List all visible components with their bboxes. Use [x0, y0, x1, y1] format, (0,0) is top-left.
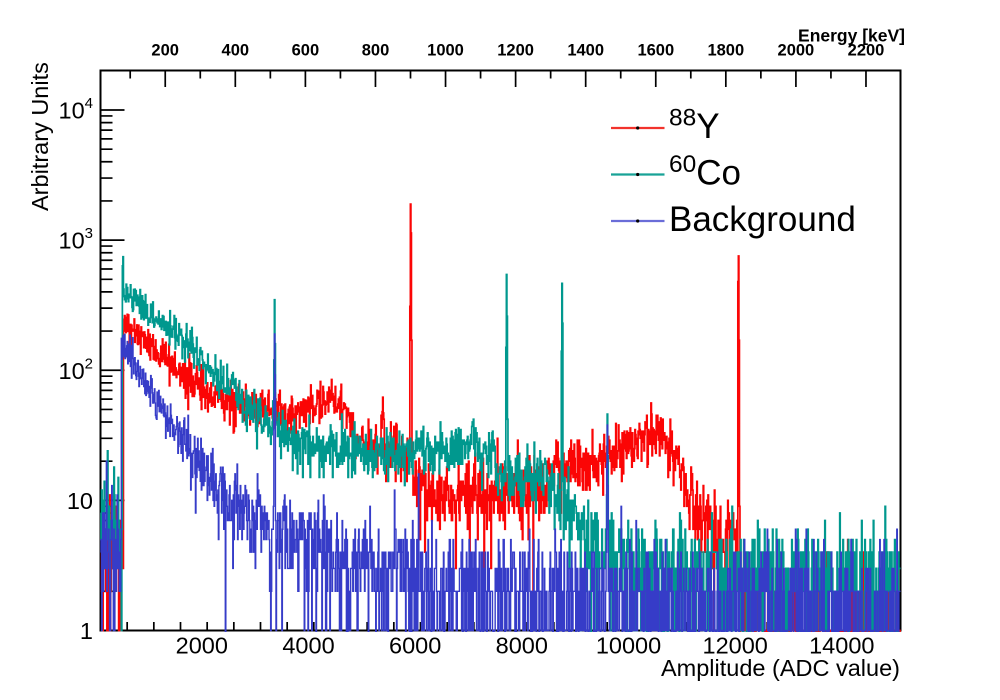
legend-marker-88y [636, 126, 640, 130]
energy-tick-label: 2000 [778, 42, 815, 60]
legend-sup-88y: 88 [669, 105, 696, 132]
legend: 88Y 60Co Background [611, 105, 856, 239]
energy-tick-label: 1800 [707, 42, 744, 60]
energy-tick-label: 2200 [848, 42, 885, 60]
x-tick-label: 4000 [282, 633, 334, 659]
y-tick-base: 10 [59, 228, 85, 254]
energy-tick-label: 1400 [567, 42, 604, 60]
series-path-background [100, 333, 901, 632]
y-tick-label: 10 [67, 488, 93, 514]
energy-tick-label: 400 [222, 42, 250, 60]
energy-tick-label: 1200 [497, 42, 534, 60]
legend-entry-88y: 88Y [611, 105, 720, 147]
y-tick-exponent: 2 [85, 355, 93, 372]
x-axis-title: Amplitude (ADC value) [661, 655, 900, 681]
energy-axis-title: Energy [keV] [798, 26, 905, 46]
energy-tick-label: 800 [362, 42, 390, 60]
energy-tick-label: 200 [151, 42, 179, 60]
x-tick-label: 6000 [389, 633, 441, 659]
legend-marker-background [636, 219, 640, 223]
energy-tick-label: 1000 [427, 42, 464, 60]
y-tick-exponent: 3 [85, 225, 93, 242]
y-axis-title: Arbitrary Units [27, 62, 53, 211]
x-tick-label: 2000 [176, 633, 228, 659]
energy-tick-label: 600 [292, 42, 320, 60]
energy-tick-label: 1600 [637, 42, 674, 60]
x-tick-label: 12000 [703, 633, 768, 659]
legend-entry-background: Background [611, 200, 856, 239]
y-tick-label: 102 [59, 355, 93, 384]
legend-text-88y: Y [696, 107, 719, 146]
legend-label-88y: 88Y [669, 105, 720, 147]
y-tick-exponent: 4 [85, 95, 93, 112]
x-tick-label: 10000 [596, 633, 661, 659]
legend-text-60co: Co [696, 154, 741, 193]
legend-text-background: Background [669, 200, 856, 239]
y-tick-base: 10 [59, 98, 85, 124]
x-tick-label: 8000 [496, 633, 548, 659]
legend-entry-60co: 60Co [611, 151, 741, 193]
legend-label-60co: 60Co [669, 151, 741, 193]
legend-marker-60co [636, 172, 640, 177]
y-tick-label: 104 [59, 95, 93, 124]
series-layer [100, 203, 901, 632]
legend-sup-60co: 60 [669, 151, 696, 178]
legend-label-background: Background [669, 200, 856, 239]
x-tick-label: 14000 [809, 633, 874, 659]
y-tick-label: 1 [80, 618, 93, 644]
y-tick-base: 10 [59, 358, 85, 384]
y-tick-label: 103 [59, 225, 93, 254]
